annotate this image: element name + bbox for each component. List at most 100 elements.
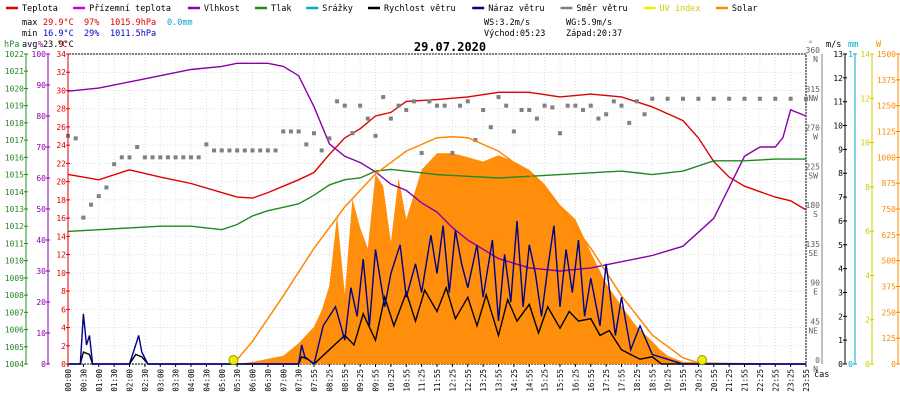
chart-title: 29.07.2020 <box>414 40 486 54</box>
wind-direction-point <box>158 155 163 160</box>
pressure-unit: hPa <box>4 40 19 50</box>
wind-axis-tick-label: 1 <box>838 336 843 345</box>
x-tick-label-31: 15:25 <box>541 369 550 392</box>
x-tick-label-7: 03:30 <box>172 369 181 392</box>
wind-direction-point <box>581 107 586 112</box>
solar-axis-tick-label: 750 <box>882 205 897 214</box>
x-axis-label: čas <box>814 369 829 380</box>
wind-direction-point <box>204 142 209 147</box>
wind-direction-point <box>150 155 155 160</box>
wind-direction-point <box>189 155 193 160</box>
x-tick-label-29: 14:25 <box>510 369 519 392</box>
direction-tick-compass: SE <box>808 249 818 258</box>
wind-direction-point <box>727 96 732 101</box>
solar-axis-tick-label: 125 <box>882 334 897 343</box>
pressure-axis-tick-label: 1004 <box>5 360 24 369</box>
solar-axis-tick-label: 1250 <box>877 102 896 111</box>
stat-max-rain: 0.0mm <box>167 18 193 28</box>
temperature-axis-tick-label: 30 <box>56 86 66 95</box>
pressure-axis-tick-label: 1009 <box>5 274 24 283</box>
direction-tick-label: 270 <box>806 124 821 133</box>
pressure-axis-tick-label: 1013 <box>5 205 24 214</box>
axis-units: hPa % °C ° m/s mm W <box>4 40 882 50</box>
x-tick-label-34: 16:55 <box>587 369 596 392</box>
uv-axis-tick-label: 6 <box>865 227 870 236</box>
wind-direction-point <box>450 151 455 156</box>
x-tick-label-25: 12:25 <box>448 369 457 392</box>
wind-direction-point <box>442 103 447 108</box>
solar-layer <box>68 153 806 364</box>
series-line-1-vlhkost <box>67 62 807 272</box>
wind-direction-point <box>757 96 762 101</box>
humidity-axis-tick-label: 40 <box>36 236 46 245</box>
stat-min-label: min <box>22 29 37 39</box>
wind-direction-point <box>419 151 424 156</box>
wind-direction-point <box>142 155 147 160</box>
solar-axis-tick-label: 1125 <box>877 128 896 137</box>
wind-direction-point <box>788 96 793 101</box>
x-tick-label-4: 02:00 <box>126 369 135 392</box>
wind-direction-point <box>496 95 501 100</box>
pressure-axis-tick-label: 1022 <box>5 50 24 59</box>
rain-unit: mm <box>848 40 858 50</box>
temperature-axis-tick-label: 2 <box>61 342 66 351</box>
wind-axis-tick-label: 2 <box>838 312 843 321</box>
x-tick-label-46: 22:55 <box>771 369 780 392</box>
wind-direction-point <box>804 96 808 101</box>
direction-tick-compass: S <box>813 210 818 219</box>
x-tick-label-47: 23:25 <box>787 369 796 392</box>
wind-direction-point <box>458 103 463 108</box>
x-tick-label-24: 11:55 <box>433 369 442 392</box>
series-line-0-teplota <box>67 91 807 211</box>
wind-direction-point <box>350 131 355 136</box>
wind-direction-point <box>112 162 117 167</box>
wind-direction-point <box>196 155 201 160</box>
x-tick-label-27: 13:25 <box>479 369 488 392</box>
solar-axis-tick-label: 1000 <box>877 153 896 162</box>
direction-tick-compass: W <box>813 133 818 142</box>
solar-axis-tick-label: 0 <box>891 360 896 369</box>
direction-tick-compass: E <box>813 288 818 297</box>
x-tick-label-19: 09:25 <box>356 369 365 392</box>
direction-tick-compass: NE <box>808 326 818 335</box>
x-tick-label-40: 19:55 <box>679 369 688 392</box>
x-tick-label-23: 11:25 <box>418 369 427 392</box>
wind-direction-point <box>242 148 247 153</box>
x-tick-label-44: 21:55 <box>741 369 750 392</box>
humidity-axis-tick-label: 0 <box>41 360 46 369</box>
x-tick-label-5: 02:30 <box>141 369 150 392</box>
pressure-axis-tick-label: 1010 <box>5 257 24 266</box>
stat-max-temp: 29.9°C <box>43 18 74 28</box>
pressure-axis-tick-label: 1012 <box>5 222 24 231</box>
wind-axis-tick-label: 13 <box>833 50 843 59</box>
legend-label-0: Teplota <box>22 4 58 14</box>
wind-direction-point <box>588 103 593 108</box>
wind-direction-point <box>96 194 101 199</box>
x-tick-label-37: 18:25 <box>633 369 642 392</box>
temperature-unit: °C <box>57 40 67 50</box>
temperature-axis-tick-label: 8 <box>61 287 66 296</box>
humidity-axis-tick-label: 30 <box>36 267 46 276</box>
chart-legend: Teplota Přízemní teplota Vlhkost Tlak Srážky… <box>6 4 757 14</box>
stat-max-press: 1015.9hPa <box>110 18 156 28</box>
temperature-axis-tick-label: 16 <box>56 214 66 223</box>
solar-unit: W <box>876 40 882 50</box>
x-tick-label-28: 13:55 <box>495 369 504 392</box>
wind-direction-point <box>227 148 232 153</box>
x-tick-label-36: 17:55 <box>618 369 627 392</box>
pressure-axis-tick-label: 1011 <box>5 239 24 248</box>
humidity-axis-tick-label: 20 <box>36 298 46 307</box>
wind-axis-tick-label: 8 <box>838 169 843 178</box>
legend-label-5: Rychlost větru <box>384 4 456 14</box>
legend-label-4: Srážky <box>322 4 353 14</box>
wind-direction-point <box>411 99 416 104</box>
wind-direction-points <box>66 95 808 220</box>
wind-direction-point <box>519 107 524 112</box>
x-tick-label-17: 08:25 <box>325 369 334 392</box>
direction-tick-compass: SW <box>808 171 818 180</box>
wind-axis-tick-label: 9 <box>838 145 843 154</box>
wind-axis-tick-label: 5 <box>838 241 843 250</box>
x-tick-label-39: 19:25 <box>664 369 673 392</box>
legend-label-8: UV index <box>660 4 701 14</box>
wind-direction-point <box>681 96 685 101</box>
